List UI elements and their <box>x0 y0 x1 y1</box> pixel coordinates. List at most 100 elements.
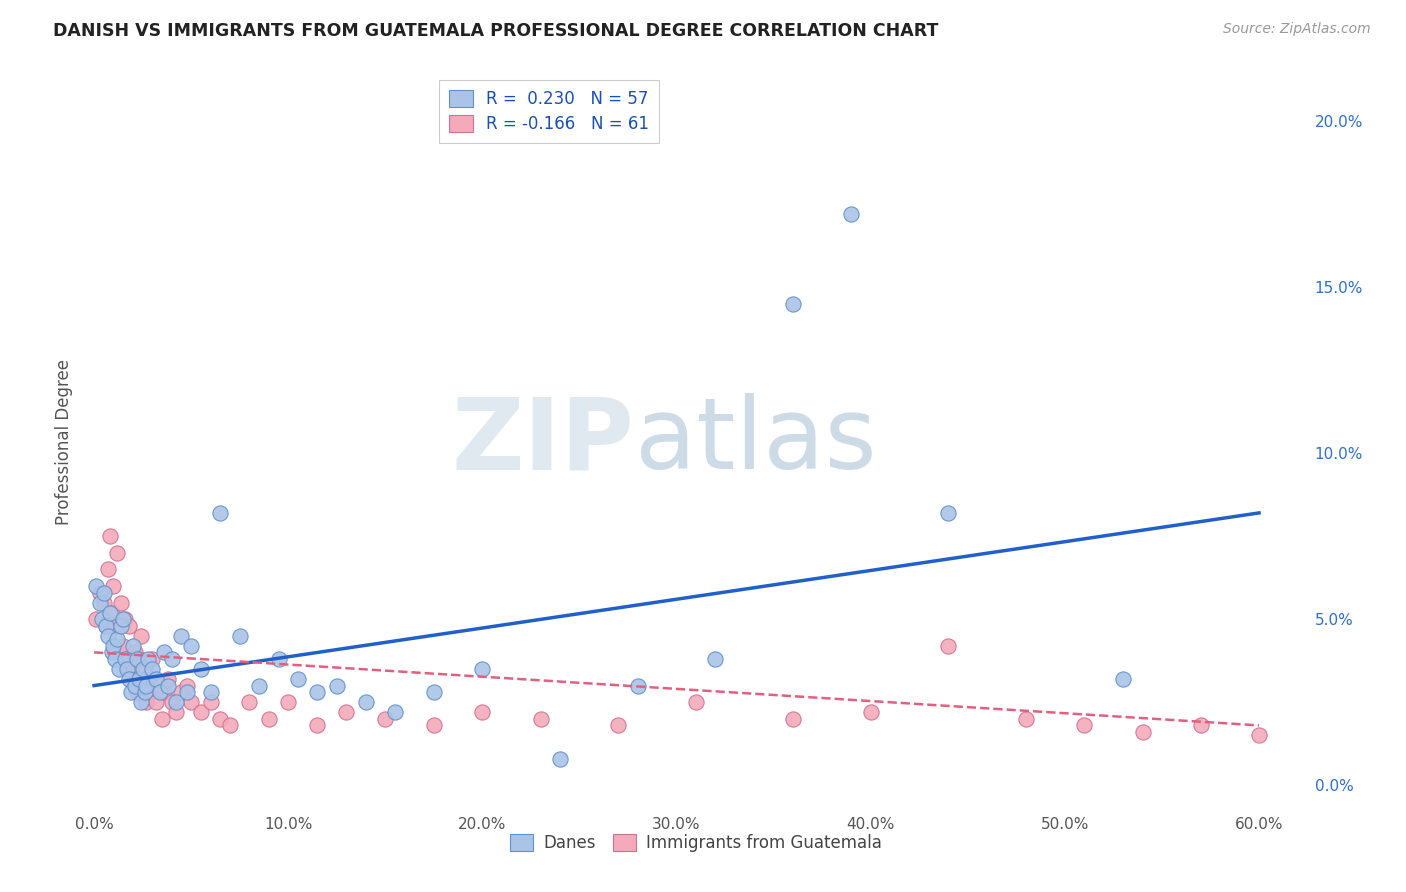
Y-axis label: Professional Degree: Professional Degree <box>55 359 73 524</box>
Point <box>176 685 198 699</box>
Point <box>219 718 242 732</box>
Point <box>257 712 280 726</box>
Point <box>782 712 804 726</box>
Point <box>782 297 804 311</box>
Point <box>228 629 250 643</box>
Point <box>104 652 127 666</box>
Point <box>153 685 176 699</box>
Point <box>112 639 135 653</box>
Point <box>138 672 160 686</box>
Point <box>108 645 131 659</box>
Point <box>180 695 202 709</box>
Point <box>374 712 396 726</box>
Point <box>112 612 135 626</box>
Point <box>170 629 193 643</box>
Point <box>118 672 141 686</box>
Point <box>141 652 163 666</box>
Point <box>89 596 111 610</box>
Point <box>149 685 172 699</box>
Point <box>176 679 198 693</box>
Point <box>1247 728 1270 742</box>
Text: DANISH VS IMMIGRANTS FROM GUATEMALA PROFESSIONAL DEGREE CORRELATION CHART: DANISH VS IMMIGRANTS FROM GUATEMALA PROF… <box>53 22 939 40</box>
Point <box>238 695 260 709</box>
Point <box>115 652 138 666</box>
Point <box>839 207 862 221</box>
Point <box>138 652 160 666</box>
Point <box>156 679 179 693</box>
Point <box>180 639 202 653</box>
Legend: Danes, Immigrants from Guatemala: Danes, Immigrants from Guatemala <box>503 828 889 859</box>
Point <box>90 612 112 626</box>
Text: atlas: atlas <box>636 393 876 490</box>
Point <box>150 712 173 726</box>
Point <box>128 672 150 686</box>
Point <box>103 579 125 593</box>
Point <box>98 529 121 543</box>
Point <box>471 662 494 676</box>
Point <box>115 662 138 676</box>
Point <box>627 679 650 693</box>
Point <box>1132 725 1154 739</box>
Point <box>247 679 270 693</box>
Point <box>165 695 187 709</box>
Point <box>307 718 329 732</box>
Point <box>84 579 107 593</box>
Point <box>267 652 290 666</box>
Point <box>859 705 882 719</box>
Point <box>1189 718 1212 732</box>
Point <box>125 685 148 699</box>
Point <box>287 672 309 686</box>
Point <box>160 695 183 709</box>
Point <box>129 629 152 643</box>
Point <box>124 679 146 693</box>
Point <box>139 685 162 699</box>
Point <box>122 672 145 686</box>
Point <box>165 705 187 719</box>
Point <box>131 662 153 676</box>
Point <box>98 606 121 620</box>
Point <box>135 679 157 693</box>
Point <box>105 546 128 560</box>
Point <box>704 652 727 666</box>
Point <box>307 685 329 699</box>
Point <box>124 645 146 659</box>
Point <box>118 619 141 633</box>
Point <box>200 685 222 699</box>
Point <box>122 639 145 653</box>
Point <box>530 712 553 726</box>
Point <box>97 629 120 643</box>
Point <box>103 639 125 653</box>
Point <box>114 652 136 666</box>
Point <box>335 705 357 719</box>
Point <box>938 639 960 653</box>
Point <box>110 619 132 633</box>
Point <box>190 662 212 676</box>
Text: ZIP: ZIP <box>451 393 636 490</box>
Point <box>100 606 122 620</box>
Point <box>326 679 349 693</box>
Point <box>277 695 299 709</box>
Point <box>548 751 571 765</box>
Point <box>104 619 127 633</box>
Point <box>135 695 157 709</box>
Point <box>145 672 167 686</box>
Point <box>108 662 131 676</box>
Point <box>145 695 167 709</box>
Point <box>120 685 142 699</box>
Point <box>190 705 212 719</box>
Point <box>89 585 111 599</box>
Point <box>423 718 446 732</box>
Point <box>120 662 142 676</box>
Point <box>134 662 156 676</box>
Point <box>141 662 163 676</box>
Point <box>93 585 115 599</box>
Point <box>93 596 115 610</box>
Point <box>170 685 193 699</box>
Point <box>153 645 176 659</box>
Point <box>209 712 232 726</box>
Point <box>84 612 107 626</box>
Point <box>128 652 150 666</box>
Point <box>160 652 183 666</box>
Point <box>423 685 446 699</box>
Point <box>100 645 122 659</box>
